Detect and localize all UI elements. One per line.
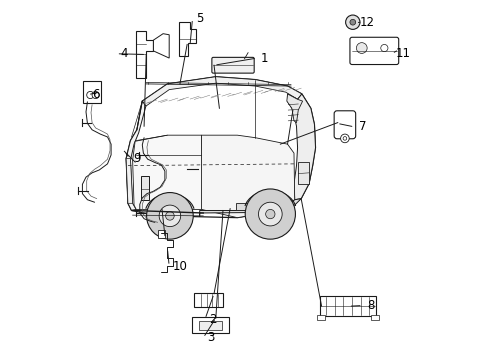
Circle shape (159, 205, 180, 226)
Circle shape (343, 136, 346, 140)
Text: 5: 5 (196, 12, 203, 25)
FancyBboxPatch shape (194, 293, 223, 307)
Circle shape (92, 91, 99, 99)
Circle shape (146, 193, 193, 239)
Circle shape (165, 212, 174, 220)
FancyBboxPatch shape (333, 111, 355, 139)
Text: 9: 9 (133, 152, 141, 165)
FancyBboxPatch shape (316, 315, 324, 320)
Circle shape (244, 189, 295, 239)
Text: 10: 10 (173, 260, 187, 273)
Text: 7: 7 (358, 121, 366, 134)
FancyBboxPatch shape (211, 57, 254, 73)
Circle shape (380, 44, 387, 51)
Text: 2: 2 (208, 312, 216, 326)
FancyBboxPatch shape (298, 162, 308, 184)
Polygon shape (132, 135, 203, 210)
Circle shape (258, 202, 282, 226)
Polygon shape (287, 94, 315, 200)
Polygon shape (286, 94, 302, 123)
Polygon shape (153, 34, 169, 58)
Text: 1: 1 (261, 51, 268, 64)
Text: 11: 11 (395, 47, 410, 60)
FancyBboxPatch shape (235, 203, 271, 211)
Polygon shape (126, 101, 145, 211)
Circle shape (345, 15, 359, 30)
Text: 4: 4 (120, 47, 128, 60)
Polygon shape (199, 199, 301, 217)
FancyBboxPatch shape (83, 81, 101, 103)
Polygon shape (142, 77, 301, 106)
Circle shape (356, 42, 366, 53)
Polygon shape (126, 77, 315, 218)
Polygon shape (136, 31, 153, 78)
Polygon shape (126, 158, 132, 203)
Polygon shape (201, 135, 294, 218)
Circle shape (86, 91, 94, 99)
Text: 6: 6 (92, 88, 99, 101)
Circle shape (340, 134, 348, 143)
FancyBboxPatch shape (158, 230, 165, 238)
Text: 8: 8 (366, 299, 373, 312)
Circle shape (265, 210, 274, 219)
Text: 12: 12 (359, 17, 374, 30)
Polygon shape (179, 22, 196, 55)
FancyBboxPatch shape (319, 296, 375, 316)
FancyBboxPatch shape (199, 320, 221, 330)
Circle shape (349, 19, 355, 25)
FancyBboxPatch shape (192, 317, 228, 333)
FancyBboxPatch shape (370, 315, 378, 320)
FancyBboxPatch shape (349, 37, 398, 64)
Text: 3: 3 (207, 331, 214, 344)
FancyBboxPatch shape (140, 176, 149, 200)
